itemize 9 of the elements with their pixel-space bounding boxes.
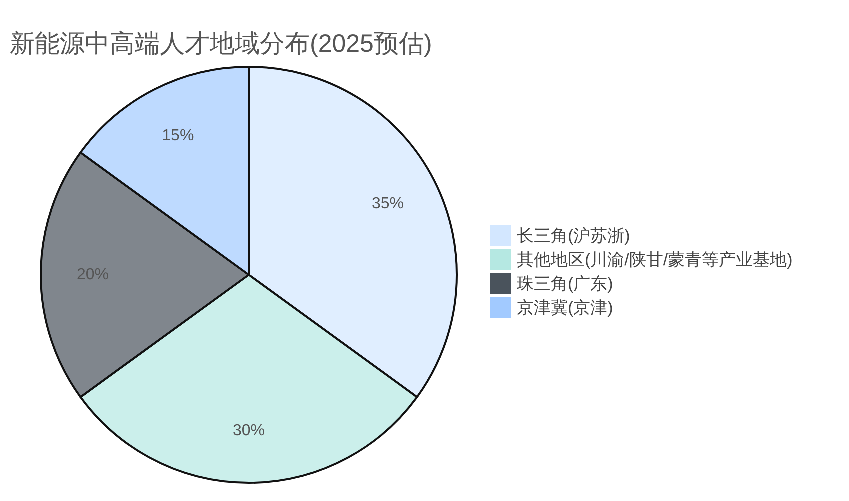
legend-label: 其他地区(川渝/陕甘/蒙青等产业基地) xyxy=(517,250,793,270)
legend-label: 长三角(沪苏浙) xyxy=(517,226,630,246)
data-label: 20% xyxy=(76,266,110,284)
data-label: 35% xyxy=(372,196,404,213)
legend-label: 京津冀(京津) xyxy=(517,298,614,318)
legend-label: 珠三角(广东) xyxy=(517,274,614,294)
data-label: 30% xyxy=(232,422,266,440)
chart-title: 新能源中高端人才地域分布(2025预估) xyxy=(10,30,432,58)
data-label: 15% xyxy=(162,128,194,145)
